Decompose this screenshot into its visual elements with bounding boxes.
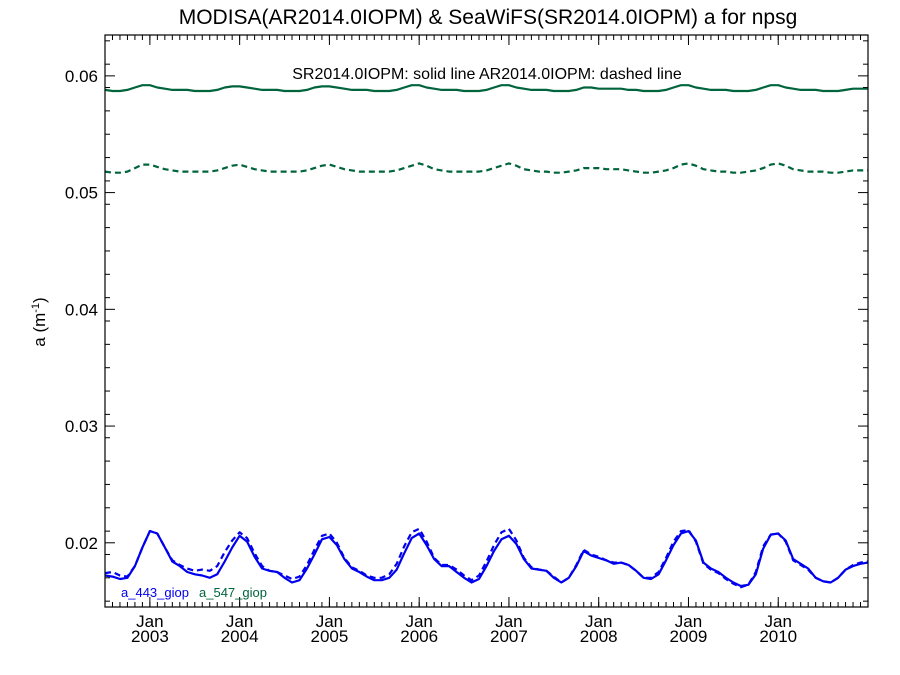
legend: a_443_giop a_547_giop	[121, 585, 267, 600]
x-tick-year-label: 2009	[670, 627, 708, 646]
legend-entry-a-443: a_443_giop	[121, 585, 189, 600]
x-tick-year-label: 2004	[221, 627, 259, 646]
y-tick-label: 0.04	[65, 300, 98, 319]
chart-title: MODISA(AR2014.0IOPM) & SeaWiFS(SR2014.0I…	[179, 6, 798, 29]
x-tick-month-label: Jan	[316, 612, 343, 631]
series-line-a_443_giop-solid	[104, 530, 869, 588]
line-style-annotation: SR2014.0IOPM: solid line AR2014.0IOPM: d…	[292, 66, 682, 83]
x-tick-year-label: 2007	[490, 627, 528, 646]
x-tick-year-label: 2010	[759, 627, 797, 646]
x-tick-month-label: Jan	[136, 612, 163, 631]
x-tick-year-label: 2005	[310, 627, 348, 646]
series-line-a_547_giop-dashed	[104, 162, 868, 174]
series-line-a_547_giop-solid	[104, 84, 868, 93]
x-tick-year-label: 2006	[400, 627, 438, 646]
x-tick-month-label: Jan	[226, 612, 253, 631]
series-line-a_443_giop-dashed	[104, 527, 869, 589]
x-tick-year-label: 2008	[580, 627, 618, 646]
tick-layer: 0.020.030.040.050.06Jan2003Jan2004Jan200…	[65, 35, 869, 646]
y-tick-label: 0.02	[65, 534, 98, 553]
x-tick-month-label: Jan	[765, 612, 792, 631]
y-axis-label: a (m-1)	[30, 297, 49, 346]
x-tick-month-label: Jan	[405, 612, 432, 631]
x-tick-year-label: 2003	[131, 627, 169, 646]
y-tick-label: 0.03	[65, 417, 98, 436]
x-tick-month-label: Jan	[585, 612, 612, 631]
plot-frame	[104, 34, 869, 608]
legend-entry-a-547: a_547_giop	[199, 585, 267, 600]
series-layer	[104, 84, 869, 589]
y-tick-label: 0.05	[65, 184, 98, 203]
x-tick-month-label: Jan	[675, 612, 702, 631]
y-tick-label: 0.06	[65, 67, 98, 86]
x-tick-month-label: Jan	[495, 612, 522, 631]
